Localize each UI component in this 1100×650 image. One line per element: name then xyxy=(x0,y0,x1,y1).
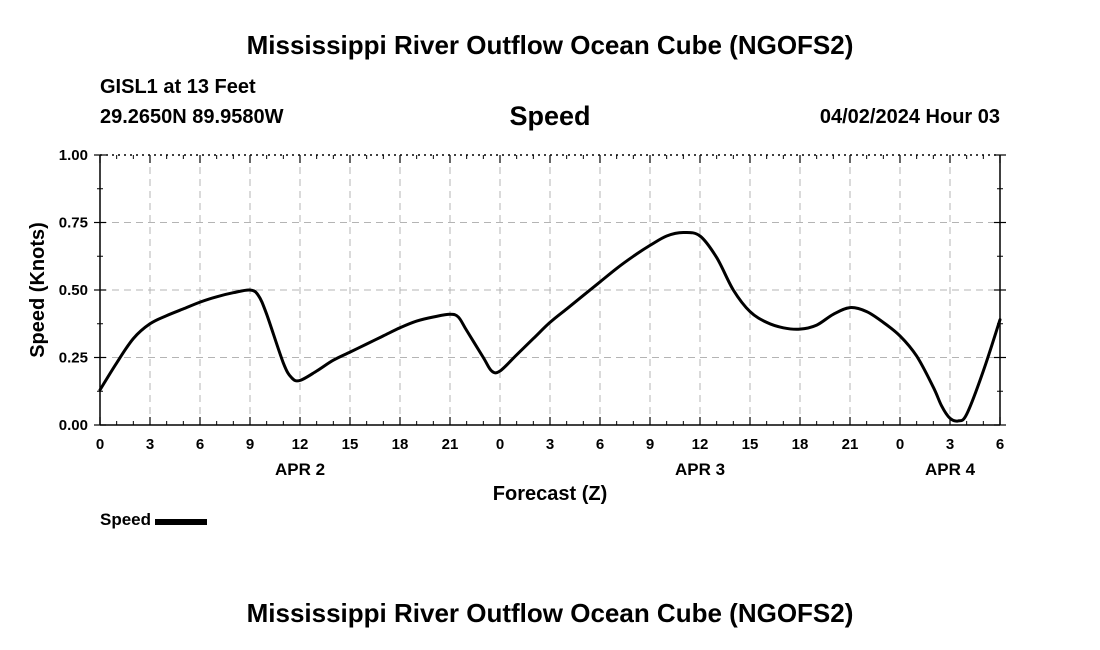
chart-axes xyxy=(94,154,1006,426)
day-labels: APR 2 APR 3 APR 4 xyxy=(275,460,976,479)
x-tick-label: 15 xyxy=(342,436,359,453)
x-tick-label: 3 xyxy=(946,436,954,453)
footer-title: Mississippi River Outflow Ocean Cube (NG… xyxy=(246,598,854,628)
x-tick-label: 15 xyxy=(742,436,759,453)
plot-title: Speed xyxy=(509,101,591,131)
series-line-speed xyxy=(98,230,1002,423)
day-label: APR 3 xyxy=(675,460,725,479)
x-tick-label: 18 xyxy=(792,436,809,453)
x-tick-label: 3 xyxy=(546,436,554,453)
x-tick-label: 0 xyxy=(96,436,104,453)
x-tick-label: 12 xyxy=(292,436,309,453)
station-label: GISL1 at 13 Feet xyxy=(100,76,256,98)
x-tick-label: 9 xyxy=(646,436,654,453)
chart-legend: Speed xyxy=(100,510,208,530)
chart-grid xyxy=(100,155,1000,425)
x-tick-label: 6 xyxy=(596,436,604,453)
day-label: APR 4 xyxy=(925,460,976,479)
x-tick-label: 6 xyxy=(196,436,204,453)
y-tick-label: 0.00 xyxy=(59,417,88,434)
page-title: Mississippi River Outflow Ocean Cube (NG… xyxy=(246,30,854,60)
x-tick-label: 3 xyxy=(146,436,154,453)
y-tick-label: 0.25 xyxy=(59,350,88,367)
x-tick-label: 6 xyxy=(996,436,1004,453)
day-label: APR 2 xyxy=(275,460,325,479)
station-coordinates: 29.2650N 89.9580W xyxy=(100,106,284,128)
y-axis-label: Speed (Knots) xyxy=(27,222,49,358)
y-tick-label: 0.50 xyxy=(59,282,88,299)
x-tick-label: 12 xyxy=(692,436,709,453)
x-tick-label: 9 xyxy=(246,436,254,453)
legend-swatch-speed xyxy=(155,519,208,525)
legend-label-speed: Speed xyxy=(100,510,152,529)
series-lines xyxy=(98,230,1002,423)
x-tick-label: 21 xyxy=(842,436,859,453)
x-tick-label: 0 xyxy=(896,436,904,453)
x-tick-labels: 0 3 6 9 12 15 18 21 0 3 6 9 12 15 18 21 0 3 6 xyxy=(96,436,1004,453)
y-tick-labels: 0.00 0.25 0.50 0.75 1.00 xyxy=(59,147,88,434)
y-tick-label: 0.75 xyxy=(59,215,88,232)
x-tick-label: 21 xyxy=(442,436,459,453)
x-tick-label: 18 xyxy=(392,436,409,453)
forecast-datetime: 04/02/2024 Hour 03 xyxy=(819,106,1000,128)
y-tick-label: 1.00 xyxy=(59,147,88,164)
x-axis-label: Forecast (Z) xyxy=(493,483,607,505)
x-tick-label: 0 xyxy=(496,436,504,453)
